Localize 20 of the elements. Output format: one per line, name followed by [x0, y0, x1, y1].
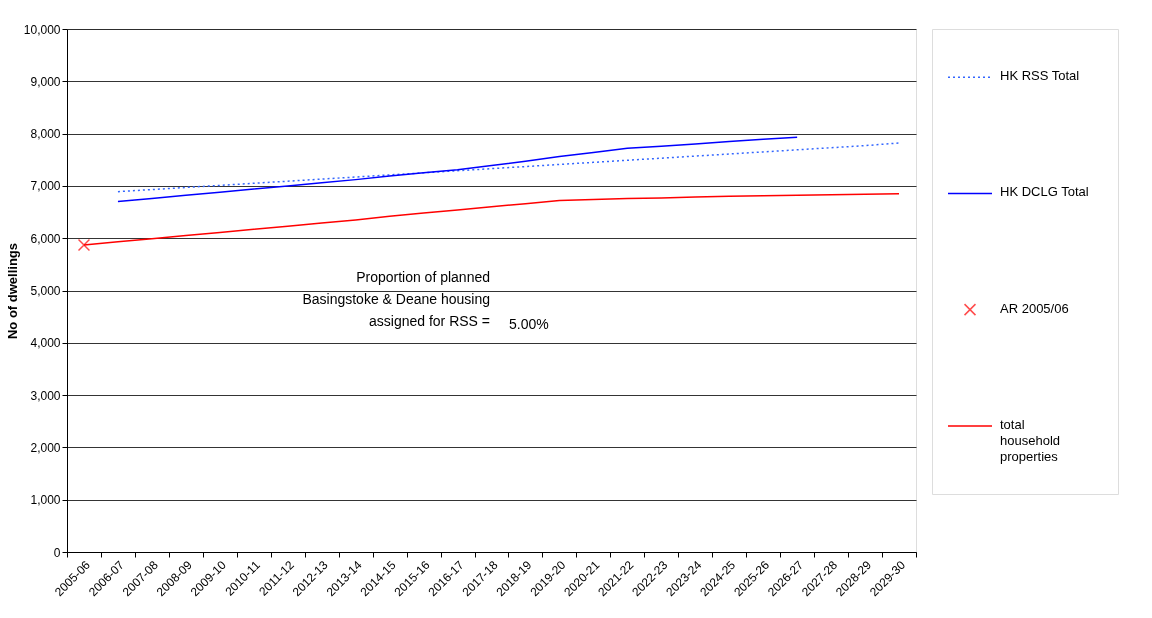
y-tick-label: 5,000 — [30, 284, 61, 298]
y-tick-label: 1,000 — [30, 493, 61, 508]
y-tick-label: 3,000 — [30, 388, 61, 403]
y-tick-label: 7,000 — [30, 179, 61, 194]
y-tick-label: 6,000 — [30, 231, 61, 246]
line-series — [117, 142, 900, 193]
y-tick-label: 8,000 — [30, 127, 61, 142]
annotation: 5.00% — [509, 316, 549, 332]
legend-label: HK DCLG Total — [1000, 184, 1089, 200]
y-tick-label: 10,000 — [23, 22, 61, 37]
y-tick-label: 0 — [53, 545, 61, 560]
y-tick-label: 2,000 — [30, 440, 61, 455]
legend-label: HK RSS Total — [1000, 68, 1080, 84]
annotation: Proportion of planned Basingstoke & Deane housing assigned for RSS = — [302, 269, 490, 329]
y-axis-title: No of dwellings — [4, 242, 20, 340]
y-tick-label: 4,000 — [30, 336, 61, 351]
line-series — [117, 136, 798, 203]
y-tick-label: 9,000 — [30, 74, 61, 89]
legend-label: total household properties — [1000, 416, 1060, 464]
legend-label: AR 2005/06 — [1000, 300, 1069, 316]
